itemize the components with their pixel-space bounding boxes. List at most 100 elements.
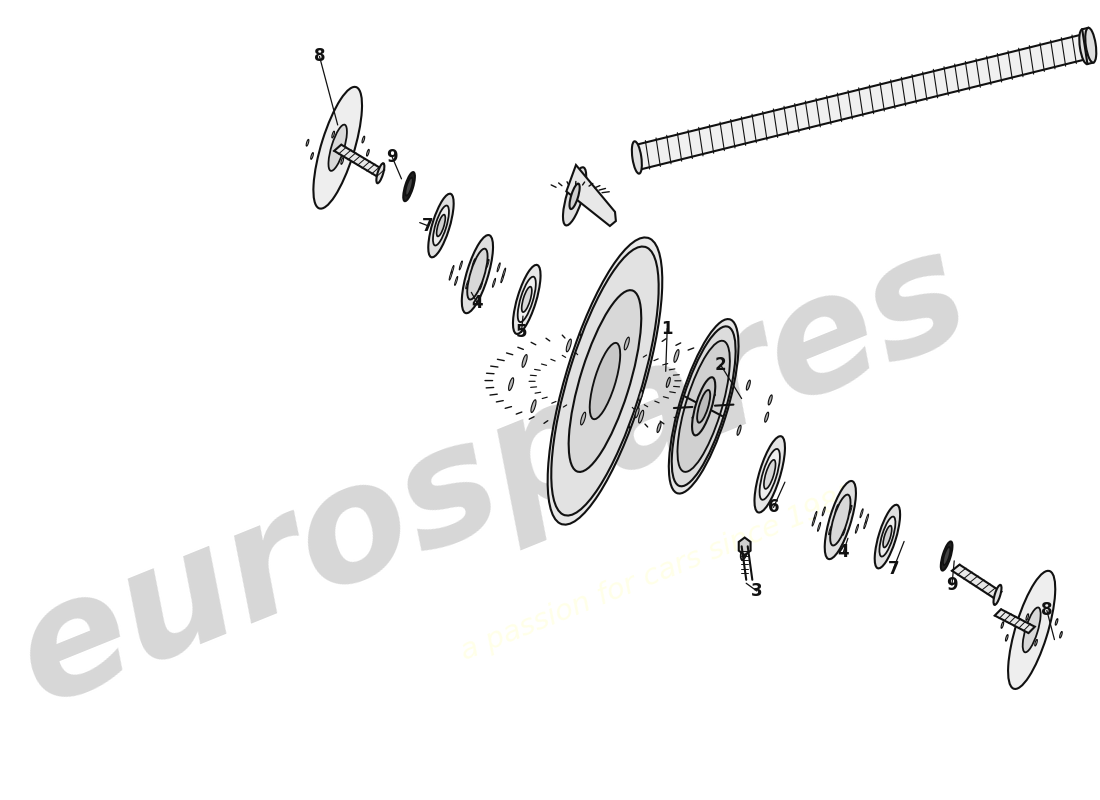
Ellipse shape xyxy=(1055,618,1058,625)
Ellipse shape xyxy=(940,542,953,570)
Ellipse shape xyxy=(462,235,493,313)
Ellipse shape xyxy=(1059,631,1063,638)
Ellipse shape xyxy=(433,206,449,246)
Ellipse shape xyxy=(740,542,749,560)
Ellipse shape xyxy=(639,390,642,401)
Ellipse shape xyxy=(755,436,785,513)
Ellipse shape xyxy=(993,585,1001,605)
Text: 7: 7 xyxy=(421,217,433,234)
Ellipse shape xyxy=(1079,30,1090,64)
Ellipse shape xyxy=(696,430,700,439)
Ellipse shape xyxy=(812,517,815,526)
Ellipse shape xyxy=(763,460,776,489)
Ellipse shape xyxy=(635,408,639,418)
Ellipse shape xyxy=(451,266,454,274)
Polygon shape xyxy=(739,538,750,555)
Ellipse shape xyxy=(768,395,772,405)
Ellipse shape xyxy=(531,400,536,413)
Ellipse shape xyxy=(669,319,738,494)
Ellipse shape xyxy=(376,163,384,183)
Text: 4: 4 xyxy=(472,294,483,312)
Polygon shape xyxy=(334,145,384,176)
Polygon shape xyxy=(952,565,1001,598)
Text: 4: 4 xyxy=(837,543,849,561)
Ellipse shape xyxy=(817,522,821,531)
Text: 7: 7 xyxy=(888,560,900,578)
Ellipse shape xyxy=(814,511,817,521)
Text: eurospares: eurospares xyxy=(0,215,990,738)
Ellipse shape xyxy=(822,507,825,516)
Ellipse shape xyxy=(486,259,490,269)
Ellipse shape xyxy=(835,505,838,514)
Ellipse shape xyxy=(404,172,415,201)
Ellipse shape xyxy=(657,422,661,433)
Ellipse shape xyxy=(590,343,620,419)
Ellipse shape xyxy=(306,139,309,146)
Ellipse shape xyxy=(631,142,641,174)
Ellipse shape xyxy=(625,337,629,350)
Ellipse shape xyxy=(1001,622,1003,628)
Ellipse shape xyxy=(503,268,506,277)
Ellipse shape xyxy=(856,524,858,534)
Ellipse shape xyxy=(465,280,469,289)
Ellipse shape xyxy=(569,290,641,472)
Ellipse shape xyxy=(362,136,365,143)
Text: 2: 2 xyxy=(715,355,726,374)
Ellipse shape xyxy=(459,261,462,270)
Ellipse shape xyxy=(864,520,867,529)
Text: 3: 3 xyxy=(751,582,762,600)
Ellipse shape xyxy=(310,153,314,159)
Ellipse shape xyxy=(508,378,514,390)
Ellipse shape xyxy=(849,506,852,514)
Ellipse shape xyxy=(454,276,458,286)
Polygon shape xyxy=(566,165,616,226)
Ellipse shape xyxy=(696,371,702,384)
Ellipse shape xyxy=(764,412,769,422)
Ellipse shape xyxy=(1035,639,1037,646)
Ellipse shape xyxy=(468,249,487,299)
Ellipse shape xyxy=(860,509,864,518)
Polygon shape xyxy=(635,34,1087,170)
Ellipse shape xyxy=(674,350,679,362)
Ellipse shape xyxy=(672,326,736,486)
Ellipse shape xyxy=(692,378,715,435)
Ellipse shape xyxy=(518,277,536,322)
Ellipse shape xyxy=(843,526,846,535)
Ellipse shape xyxy=(1086,28,1097,62)
Ellipse shape xyxy=(1026,614,1028,620)
Ellipse shape xyxy=(563,167,586,226)
Text: 8: 8 xyxy=(1041,602,1053,619)
Ellipse shape xyxy=(639,410,643,423)
Ellipse shape xyxy=(883,526,892,547)
Polygon shape xyxy=(1082,28,1093,64)
Ellipse shape xyxy=(493,278,496,287)
Text: 1: 1 xyxy=(661,319,673,338)
Ellipse shape xyxy=(566,339,571,352)
Ellipse shape xyxy=(472,258,475,268)
Ellipse shape xyxy=(366,150,370,156)
Text: 9: 9 xyxy=(946,576,958,594)
Text: 8: 8 xyxy=(314,47,326,66)
Ellipse shape xyxy=(500,274,504,282)
Ellipse shape xyxy=(825,481,856,559)
Text: 5: 5 xyxy=(516,323,527,342)
Ellipse shape xyxy=(667,378,670,387)
Ellipse shape xyxy=(828,526,832,535)
Ellipse shape xyxy=(570,184,580,209)
Ellipse shape xyxy=(581,412,585,425)
Ellipse shape xyxy=(707,374,712,383)
Ellipse shape xyxy=(1023,607,1041,652)
Ellipse shape xyxy=(329,125,346,171)
Ellipse shape xyxy=(332,131,334,138)
Ellipse shape xyxy=(551,246,659,515)
Ellipse shape xyxy=(513,265,540,334)
Ellipse shape xyxy=(866,514,869,523)
Ellipse shape xyxy=(341,158,343,164)
Ellipse shape xyxy=(314,87,362,209)
Ellipse shape xyxy=(746,380,750,390)
Ellipse shape xyxy=(697,390,711,422)
Ellipse shape xyxy=(449,271,452,280)
Ellipse shape xyxy=(879,517,895,557)
Ellipse shape xyxy=(683,394,688,407)
Ellipse shape xyxy=(428,194,453,258)
